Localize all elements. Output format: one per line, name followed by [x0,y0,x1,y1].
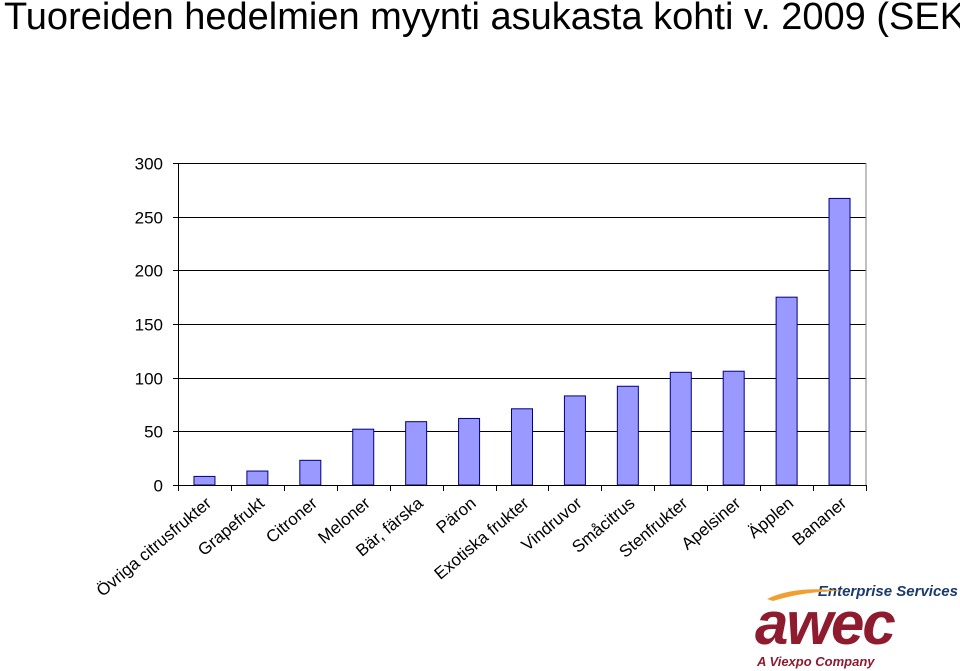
y-tick-label: 300 [135,155,163,174]
bar [405,421,428,486]
y-tick-label: 150 [135,316,163,335]
x-category-label: Apelsiner [678,493,745,553]
logo-swoosh-icon [767,589,843,601]
chart-title: Tuoreiden hedelmien myynti asukasta koht… [4,0,960,38]
bar [669,371,692,486]
bar [299,459,322,486]
y-tick-label: 0 [154,477,163,496]
bar [458,417,481,486]
bar [563,395,586,486]
axes [173,163,867,491]
y-tick-label: 200 [135,262,163,281]
x-category-label: Bananer [789,493,851,549]
bars [193,197,851,486]
bar [775,296,798,486]
bar [511,408,533,486]
logo-division: Enterprise Services [817,583,958,600]
x-category-label: Exotiska frukter [431,493,533,583]
x-category-label: Päron [433,494,480,538]
y-tick-label: 50 [144,423,163,442]
logo-wordmark: awec [755,590,896,657]
bar [722,370,745,486]
x-category-label: Citroner [262,493,321,547]
bar [246,470,269,486]
bar [828,197,851,486]
y-tick-label: 250 [135,209,163,228]
y-tick-label: 100 [135,370,163,389]
logo-tagline: A Viexpo Company [757,654,875,669]
bar [616,385,639,486]
gridlines [178,163,866,432]
bar [352,428,375,486]
bar [193,475,216,486]
awec-logo: Enterprise Services awec A Viexpo Compan… [755,583,960,671]
